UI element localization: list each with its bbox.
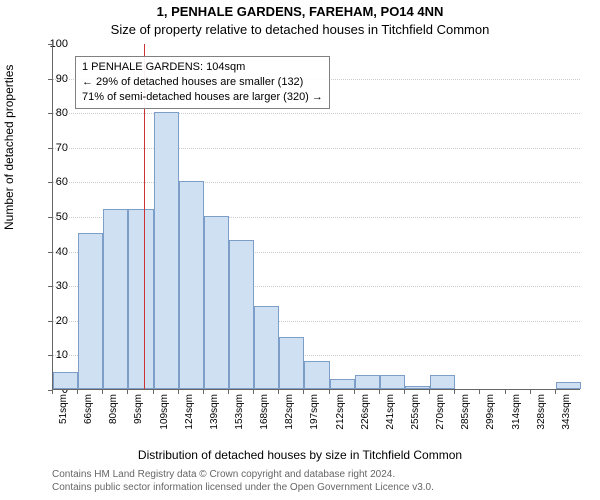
histogram-bar xyxy=(405,386,430,389)
x-tick-label: 299sqm xyxy=(485,394,496,444)
x-tick-mark xyxy=(178,390,179,394)
plot-area: 1 PENHALE GARDENS: 104sqm ← 29% of detac… xyxy=(52,44,580,390)
histogram-bar xyxy=(254,306,279,389)
histogram-bar xyxy=(128,209,153,389)
x-tick-mark xyxy=(153,390,154,394)
x-tick-label: 109sqm xyxy=(159,394,170,444)
x-tick-label: 241sqm xyxy=(385,394,396,444)
x-tick-mark xyxy=(379,390,380,394)
x-tick-mark xyxy=(530,390,531,394)
histogram-bar xyxy=(103,209,128,389)
x-tick-label: 51sqm xyxy=(58,394,69,444)
x-tick-label: 95sqm xyxy=(133,394,144,444)
x-tick-label: 80sqm xyxy=(108,394,119,444)
histogram-bar xyxy=(556,382,581,389)
y-axis-label: Number of detached properties xyxy=(2,65,16,230)
x-tick-mark xyxy=(303,390,304,394)
footnote: Contains HM Land Registry data © Crown c… xyxy=(52,468,434,494)
x-tick-mark xyxy=(454,390,455,394)
x-tick-label: 139sqm xyxy=(209,394,220,444)
x-tick-label: 285sqm xyxy=(460,394,471,444)
x-tick-label: 255sqm xyxy=(410,394,421,444)
x-tick-mark xyxy=(505,390,506,394)
x-tick-mark xyxy=(329,390,330,394)
histogram-bar xyxy=(355,375,380,389)
histogram-bar xyxy=(204,216,229,389)
x-tick-label: 270sqm xyxy=(435,394,446,444)
histogram-bar xyxy=(78,233,103,389)
histogram-bar xyxy=(279,337,304,389)
x-tick-label: 153sqm xyxy=(234,394,245,444)
histogram-bar xyxy=(154,112,179,389)
histogram-bar xyxy=(330,379,355,389)
chart-container: 1, PENHALE GARDENS, FAREHAM, PO14 4NN Si… xyxy=(0,0,600,500)
x-tick-mark xyxy=(228,390,229,394)
histogram-bar xyxy=(179,181,204,389)
x-tick-label: 182sqm xyxy=(284,394,295,444)
x-tick-label: 66sqm xyxy=(83,394,94,444)
footnote-line: Contains HM Land Registry data © Crown c… xyxy=(52,468,434,481)
gridline xyxy=(53,113,580,114)
x-tick-mark xyxy=(253,390,254,394)
histogram-bar xyxy=(53,372,78,389)
histogram-bar xyxy=(380,375,405,389)
annotation-line: ← 29% of detached houses are smaller (13… xyxy=(82,75,323,90)
x-tick-label: 226sqm xyxy=(360,394,371,444)
gridline xyxy=(53,182,580,183)
x-tick-mark xyxy=(52,390,53,394)
x-axis-label: Distribution of detached houses by size … xyxy=(0,448,600,462)
gridline xyxy=(53,148,580,149)
x-tick-label: 197sqm xyxy=(309,394,320,444)
annotation-box: 1 PENHALE GARDENS: 104sqm ← 29% of detac… xyxy=(75,56,330,109)
annotation-line: 1 PENHALE GARDENS: 104sqm xyxy=(82,60,323,75)
x-tick-mark xyxy=(404,390,405,394)
x-tick-mark xyxy=(555,390,556,394)
x-tick-mark xyxy=(102,390,103,394)
x-tick-label: 314sqm xyxy=(511,394,522,444)
annotation-line: 71% of semi-detached houses are larger (… xyxy=(82,90,323,105)
histogram-bar xyxy=(430,375,455,389)
x-tick-mark xyxy=(77,390,78,394)
x-tick-mark xyxy=(479,390,480,394)
chart-title-desc: Size of property relative to detached ho… xyxy=(0,22,600,37)
x-tick-label: 124sqm xyxy=(184,394,195,444)
x-tick-label: 168sqm xyxy=(259,394,270,444)
footnote-line: Contains public sector information licen… xyxy=(52,481,434,494)
x-tick-label: 328sqm xyxy=(536,394,547,444)
histogram-bar xyxy=(229,240,254,389)
chart-title-address: 1, PENHALE GARDENS, FAREHAM, PO14 4NN xyxy=(0,4,600,19)
x-tick-mark xyxy=(203,390,204,394)
x-tick-mark xyxy=(354,390,355,394)
histogram-bar xyxy=(304,361,329,389)
x-tick-mark xyxy=(429,390,430,394)
x-tick-label: 343sqm xyxy=(561,394,572,444)
x-tick-label: 212sqm xyxy=(335,394,346,444)
x-tick-mark xyxy=(127,390,128,394)
x-tick-mark xyxy=(278,390,279,394)
